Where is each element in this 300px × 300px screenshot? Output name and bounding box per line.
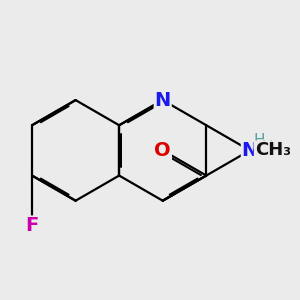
Text: O: O <box>154 141 171 160</box>
Text: H: H <box>254 133 265 148</box>
Text: H: H <box>262 140 273 155</box>
Text: CH₃: CH₃ <box>255 141 291 159</box>
Text: F: F <box>26 216 39 236</box>
Text: N: N <box>154 91 171 110</box>
Text: N: N <box>242 141 258 160</box>
